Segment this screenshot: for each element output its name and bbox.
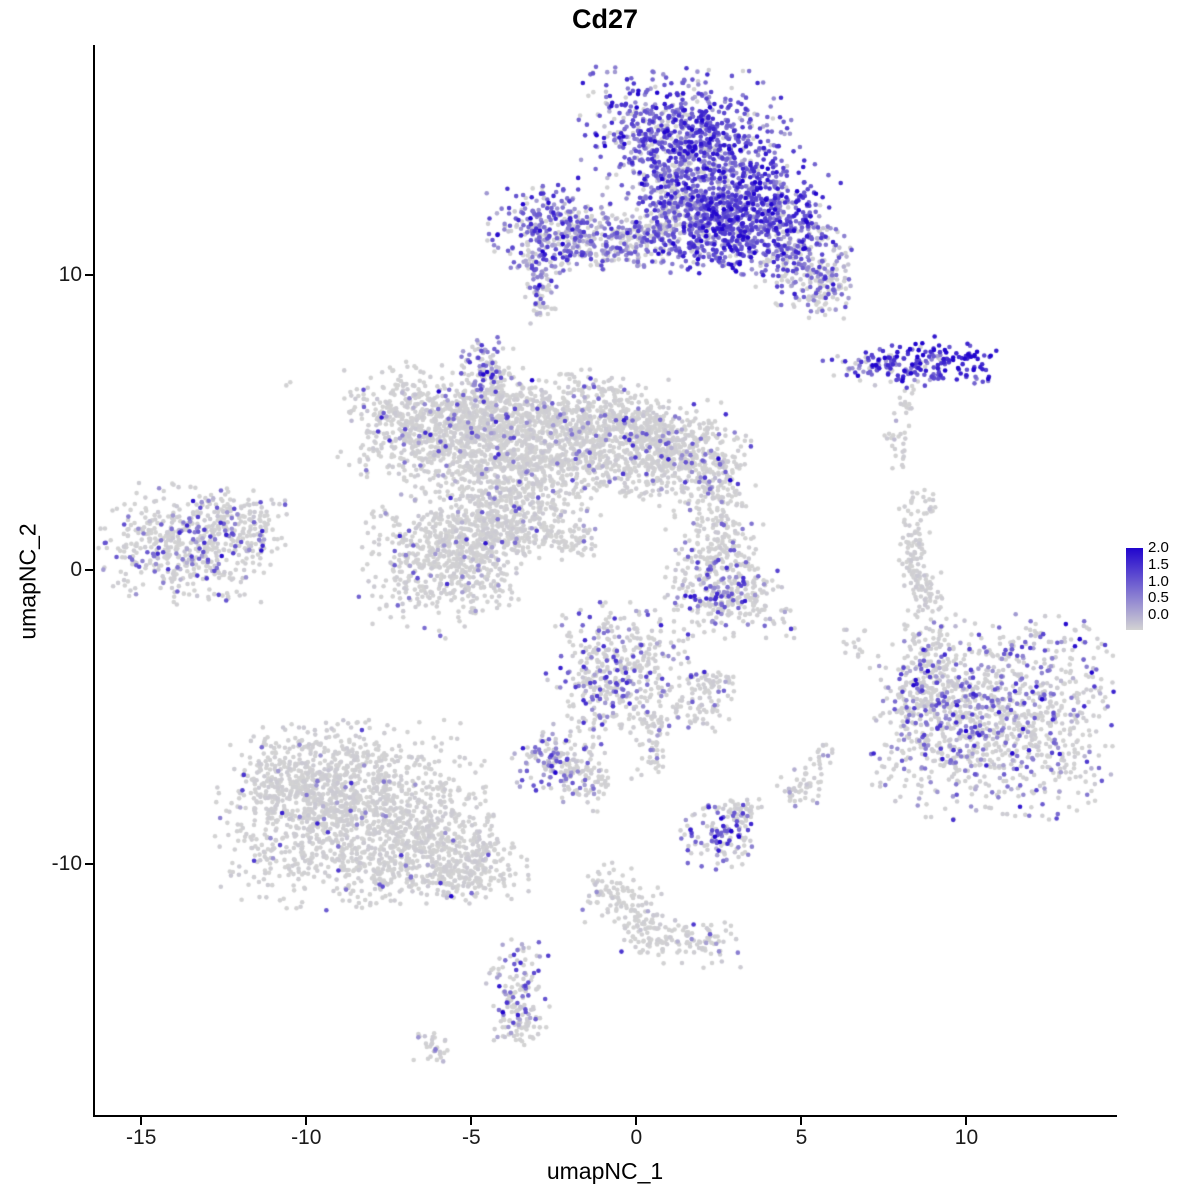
x-tick-label: -15 <box>126 1126 157 1149</box>
legend-tick-label: 2.0 <box>1148 539 1169 556</box>
legend-tick-label: 0.0 <box>1148 606 1169 624</box>
chart-title: Cd27 <box>571 4 639 34</box>
legend-gradient-bar <box>1126 548 1143 630</box>
x-axis-line <box>93 1115 1117 1117</box>
x-tick-label: -5 <box>461 1126 481 1149</box>
x-tick-mark <box>470 1117 473 1125</box>
legend-tick-label: 1.5 <box>1148 555 1169 573</box>
y-tick-label: 10 <box>58 262 82 286</box>
x-tick-mark <box>965 1117 968 1125</box>
y-tick-mark <box>85 863 93 866</box>
x-tick-mark <box>140 1117 143 1125</box>
y-tick-label: -10 <box>51 852 82 876</box>
y-tick-label: 0 <box>70 557 82 581</box>
legend-tick-label: 1.0 <box>1148 572 1169 590</box>
x-tick-label: 10 <box>954 1126 979 1149</box>
x-axis-title: umapNC_1 <box>546 1158 664 1184</box>
y-tick-mark <box>85 568 93 571</box>
legend: 2.0 1.5 1.0 0.5 0.0 <box>1126 540 1196 646</box>
x-tick-mark <box>305 1117 308 1125</box>
y-tick-mark <box>85 273 93 276</box>
x-tick-label: 0 <box>630 1126 643 1149</box>
legend-tick-label: 0.5 <box>1148 589 1169 607</box>
x-tick-label: -10 <box>291 1126 322 1149</box>
y-axis-line <box>93 45 95 1117</box>
x-tick-mark <box>635 1117 638 1125</box>
x-tick-label: 5 <box>795 1126 808 1149</box>
x-tick-mark <box>800 1117 803 1125</box>
